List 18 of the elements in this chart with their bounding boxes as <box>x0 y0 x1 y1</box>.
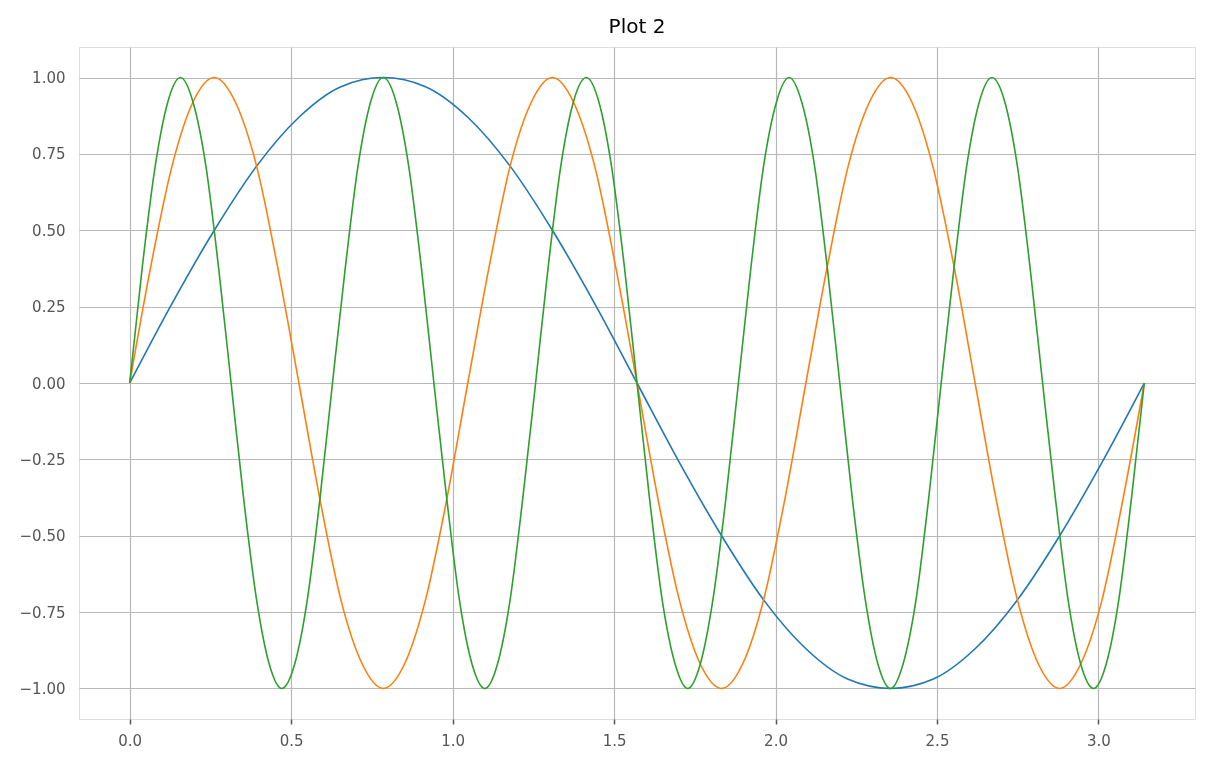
x-tick-label: 0.5 <box>279 731 304 750</box>
y-tick-label: −0.75 <box>19 603 66 622</box>
x-tick-label: 1.5 <box>602 731 627 750</box>
y-tick-label: 0.25 <box>32 298 66 317</box>
x-tick-label: 2.5 <box>925 731 950 750</box>
x-tick-label: 3.0 <box>1087 731 1111 750</box>
x-tick-label: 1.0 <box>441 731 466 750</box>
x-tick-label: 0.0 <box>118 731 143 750</box>
y-tick-label: −0.25 <box>19 450 66 469</box>
chart-title: Plot 2 <box>608 14 666 38</box>
y-tick-label: 0.50 <box>32 221 66 240</box>
y-tick-label: −1.00 <box>19 679 66 698</box>
y-tick-label: −0.50 <box>19 527 66 546</box>
line-series <box>128 76 1146 690</box>
x-tick-label: 2.0 <box>764 731 788 750</box>
y-tick-label: 1.00 <box>32 69 66 88</box>
y-tick-label: 0.00 <box>32 374 66 393</box>
y-tick-label: 0.75 <box>32 145 66 164</box>
